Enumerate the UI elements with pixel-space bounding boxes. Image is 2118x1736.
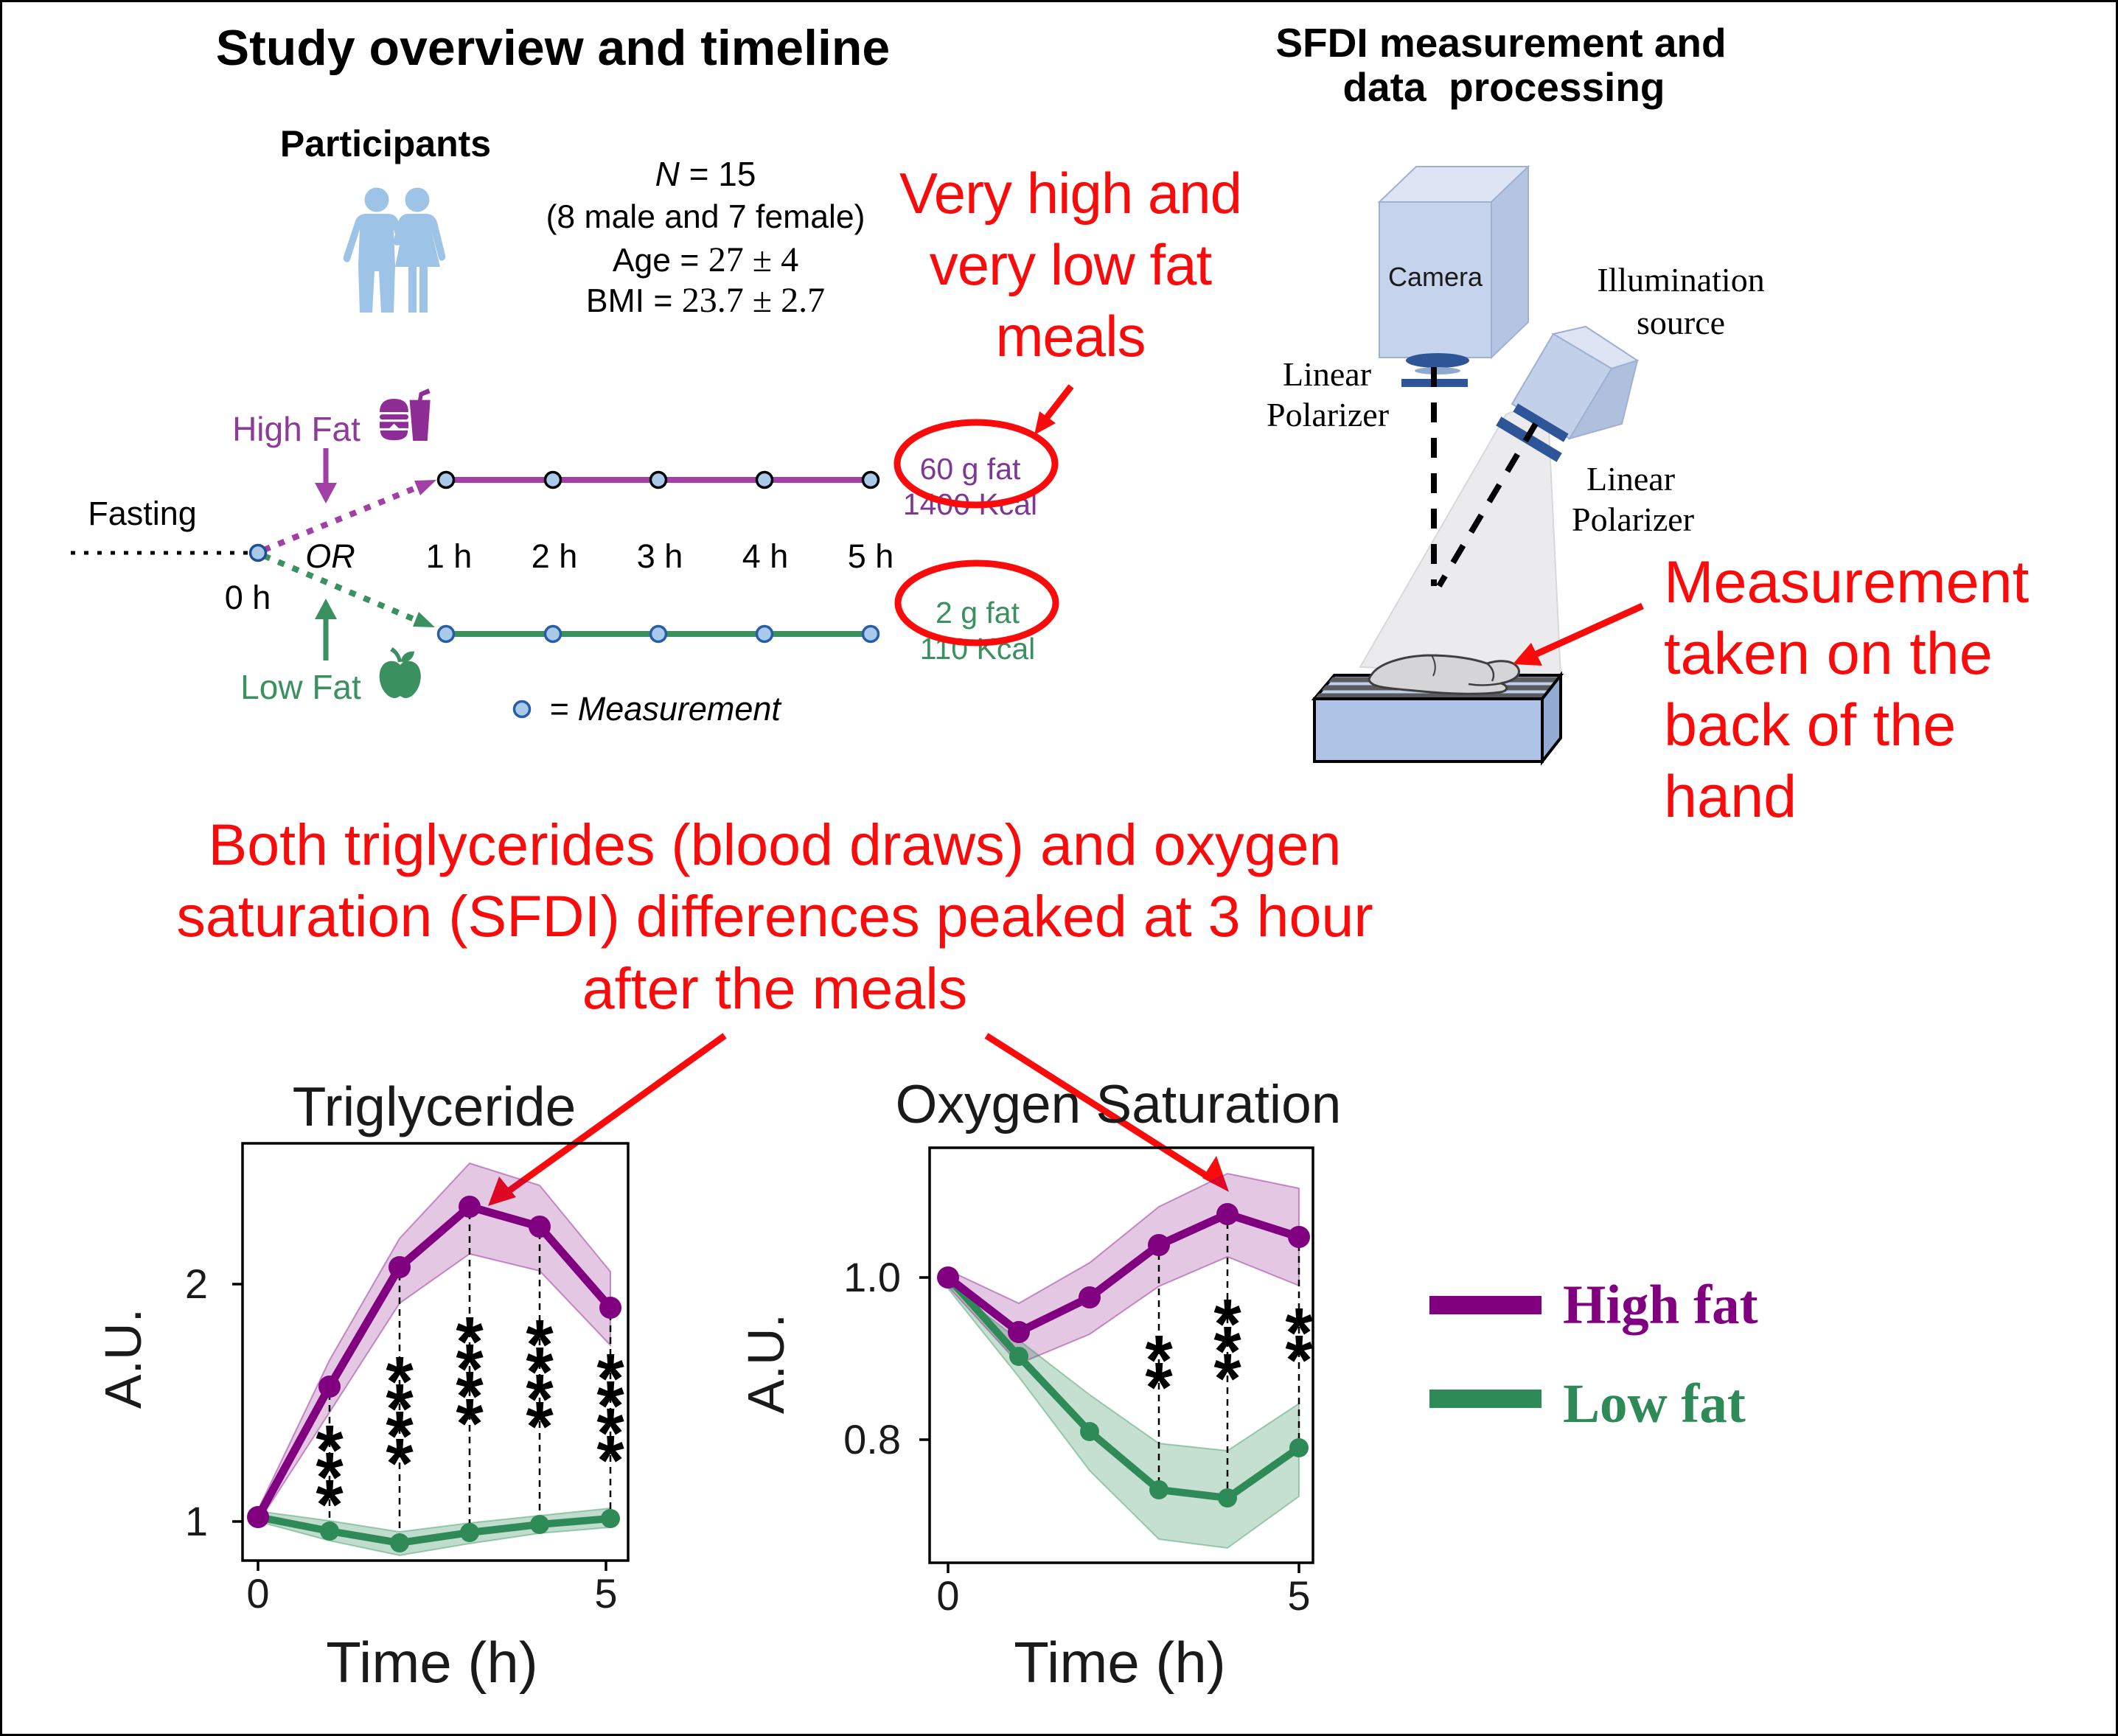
svg-text:Measurement: Measurement (1664, 549, 2029, 616)
svg-text:data processing: data processing (1342, 64, 1665, 110)
svg-text:taken on the: taken on the (1664, 621, 1993, 687)
svg-text:hand: hand (1664, 764, 1797, 830)
svg-text:1: 1 (185, 1498, 208, 1544)
svg-text:source: source (1637, 304, 1725, 341)
svg-text:Polarizer: Polarizer (1267, 396, 1389, 433)
svg-text:*: * (596, 1421, 624, 1500)
svg-text:*: * (316, 1411, 344, 1490)
svg-text:*: * (596, 1394, 624, 1473)
svg-text:(8 male and 7 female): (8 male and 7 female) (546, 199, 865, 235)
svg-text:5: 5 (1287, 1572, 1310, 1619)
svg-text:Linear: Linear (1283, 355, 1371, 393)
svg-text:BMI = 23.7 ± 2.7: BMI = 23.7 ± 2.7 (586, 281, 825, 320)
svg-text:Age = 27 ± 4: Age = 27 ± 4 (613, 240, 798, 279)
svg-text:Triglyceride: Triglyceride (293, 1076, 576, 1137)
svg-text:Participants: Participants (280, 123, 491, 164)
svg-text:*: * (386, 1397, 414, 1476)
svg-text:*: * (1285, 1294, 1313, 1373)
svg-text:*: * (1285, 1321, 1313, 1400)
svg-text:5: 5 (594, 1570, 617, 1617)
svg-text:*: * (316, 1465, 344, 1544)
svg-text:Low fat: Low fat (1563, 1373, 1746, 1435)
svg-text:Time (h): Time (h) (326, 1630, 537, 1695)
svg-text:A.U.: A.U. (94, 1308, 152, 1409)
svg-text:*: * (456, 1330, 484, 1409)
svg-text:0: 0 (246, 1570, 269, 1617)
svg-text:1 h: 1 h (426, 537, 473, 575)
svg-text:back of the: back of the (1664, 692, 1956, 759)
svg-text:*: * (316, 1438, 344, 1517)
svg-text:*: * (596, 1367, 624, 1446)
svg-text:0: 0 (936, 1572, 959, 1619)
svg-text:very low fat: very low fat (930, 232, 1213, 297)
svg-text:High Fat: High Fat (232, 410, 360, 448)
svg-text:*: * (596, 1339, 624, 1418)
svg-text:*: * (456, 1357, 484, 1436)
svg-text:N = 15: N = 15 (655, 155, 756, 193)
svg-text:*: * (386, 1342, 414, 1421)
svg-text:after the meals: after the meals (582, 955, 968, 1021)
svg-text:High fat: High fat (1563, 1275, 1758, 1336)
svg-text:*: * (386, 1370, 414, 1449)
svg-text:*: * (1213, 1312, 1241, 1391)
svg-text:Camera: Camera (1388, 262, 1483, 292)
svg-text:*: * (1145, 1321, 1173, 1400)
svg-text:Oxygen Saturation: Oxygen Saturation (896, 1075, 1342, 1134)
svg-text:OR: OR (305, 537, 355, 575)
svg-text:Fasting: Fasting (88, 495, 197, 532)
svg-text:*: * (1145, 1348, 1173, 1427)
svg-text:1.0: 1.0 (843, 1254, 901, 1300)
svg-text:2 g fat: 2 g fat (936, 596, 1020, 630)
svg-text:*: * (456, 1384, 484, 1463)
svg-text:Very high and: Very high and (899, 161, 1241, 226)
svg-text:Time (h): Time (h) (1014, 1630, 1225, 1695)
svg-text:Both triglycerides (blood draw: Both triglycerides (blood draws) and oxy… (209, 812, 1342, 877)
svg-text:Study overview and timeline: Study overview and timeline (216, 20, 890, 76)
svg-text:5 h: 5 h (848, 537, 894, 575)
svg-text:4 h: 4 h (742, 537, 789, 575)
svg-text:SFDI measurement and: SFDI measurement and (1275, 20, 1726, 66)
svg-text:meals: meals (995, 304, 1145, 369)
svg-text:2: 2 (185, 1261, 208, 1307)
svg-text:*: * (526, 1306, 554, 1384)
svg-text:*: * (526, 1360, 554, 1439)
svg-text:2 h: 2 h (532, 537, 578, 575)
svg-text:*: * (526, 1387, 554, 1466)
svg-text:60 g fat: 60 g fat (920, 452, 1021, 486)
svg-text:0 h: 0 h (225, 579, 271, 616)
svg-text:*: * (456, 1303, 484, 1381)
svg-text:3 h: 3 h (637, 537, 683, 575)
svg-text:Polarizer: Polarizer (1572, 501, 1694, 538)
svg-text:*: * (526, 1333, 554, 1412)
svg-text:Illumination: Illumination (1597, 261, 1764, 299)
svg-text:*: * (1213, 1339, 1241, 1418)
svg-text:*: * (386, 1424, 414, 1503)
svg-text:saturation (SFDI) differences: saturation (SFDI) differences peaked at … (176, 883, 1373, 949)
svg-text:= Measurement: = Measurement (549, 690, 782, 728)
svg-text:A.U.: A.U. (737, 1314, 795, 1414)
svg-text:Linear: Linear (1586, 460, 1675, 498)
svg-text:Low Fat: Low Fat (240, 668, 361, 706)
svg-text:0.8: 0.8 (843, 1416, 901, 1463)
svg-text:*: * (1213, 1285, 1241, 1364)
